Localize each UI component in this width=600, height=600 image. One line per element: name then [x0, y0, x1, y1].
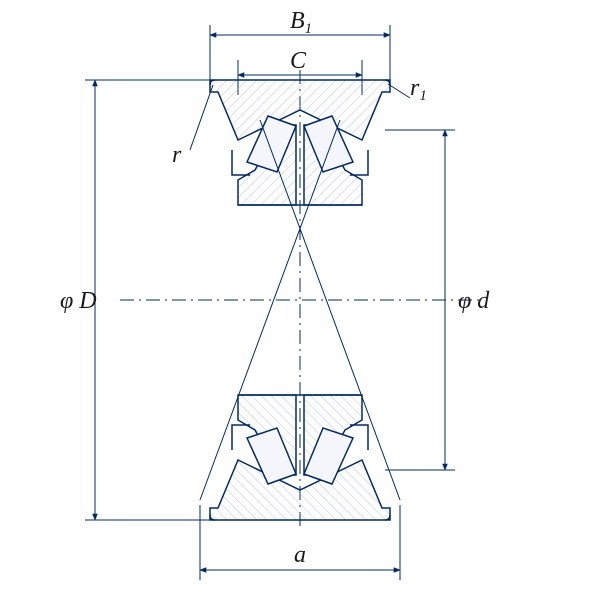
label-r1-sub: 1 [419, 88, 427, 104]
label-a: a [294, 542, 306, 568]
label-phiD: φ D [60, 288, 97, 314]
label-B1-sub: 1 [305, 21, 313, 37]
label-C: C [290, 48, 307, 74]
label-B1: B [290, 8, 305, 34]
label-phid: φ d [458, 288, 490, 314]
bearing-diagram: B1 C a φ D φ d r r1 [0, 0, 600, 600]
svg-text:r1: r1 [410, 75, 427, 104]
svg-text:B1: B1 [290, 8, 312, 37]
centerlines [120, 70, 480, 530]
label-r: r [172, 142, 182, 168]
